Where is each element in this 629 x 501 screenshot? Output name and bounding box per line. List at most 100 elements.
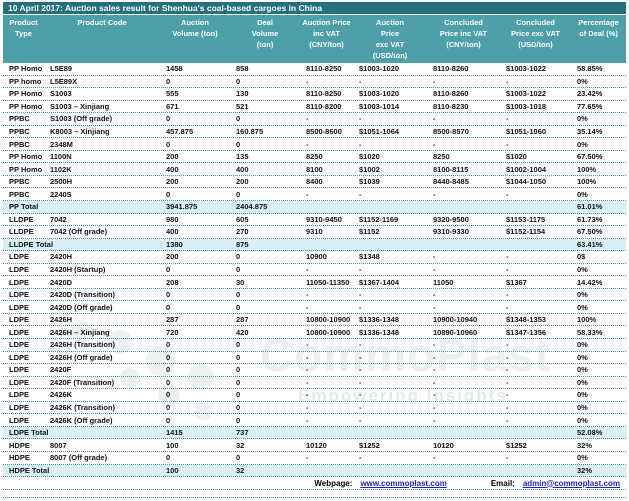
table-body: PP Homo L5E89 1458 858 8110-8250 $1003-1020 81…	[3, 63, 626, 478]
table-cell: LDPE	[9, 415, 30, 425]
table-row: PP Homo 1102K 400 400 8100 $1002 8100-8115 $100…	[3, 163, 626, 176]
table-row: PP homo L5E89X 0 0 - - - - 0%	[3, 76, 626, 89]
table-cell: -	[306, 390, 309, 400]
table-cell: 1458	[166, 64, 183, 74]
table-cell: 9320-9500	[433, 214, 469, 224]
table-cell: 8500-8600	[306, 127, 342, 136]
table-cell: -	[506, 252, 509, 262]
table-cell: -	[359, 340, 362, 350]
table-cell: 0%	[577, 189, 588, 199]
table-cell: 555	[166, 89, 179, 99]
table-cell: 2420D (Off grade)	[50, 302, 113, 312]
table-cell: 0	[236, 189, 241, 199]
table-cell: 0	[166, 189, 171, 199]
table-row: LDPE 2426H (Transition) 0 0 - - - - 0%	[3, 339, 626, 352]
table-cell: -	[359, 365, 362, 375]
table-cell: 2426H (Off grade)	[50, 352, 113, 362]
table-cell: 32	[236, 465, 245, 475]
table-cell: $1003-1020	[359, 89, 400, 99]
webpage-link[interactable]: www.commoplast.com	[360, 478, 447, 488]
table-row: LDPE 2420F 0 0 - - - - 0%	[3, 364, 626, 377]
table-cell: -	[433, 415, 436, 425]
column-header: Deal Volume (ton)	[251, 18, 279, 49]
table-cell: 100%	[577, 164, 597, 174]
table-cell: 0	[166, 415, 171, 425]
table-cell: -	[433, 139, 436, 149]
table-cell: L5E89	[50, 64, 73, 74]
table-cell: 400	[236, 164, 249, 174]
table-cell: 200	[166, 152, 179, 162]
total-row: LDPE Total 1415 737 52.08%	[3, 426, 626, 440]
table-cell: 0	[236, 377, 241, 387]
table-cell: $1153-1175	[506, 214, 546, 224]
table-cell: 8007	[50, 440, 67, 450]
table-cell: 858	[236, 64, 249, 74]
table-cell: 0	[236, 453, 241, 463]
table-cell: 0	[166, 377, 171, 387]
table-cell: 100	[166, 440, 179, 450]
table-cell: -	[433, 453, 436, 463]
table-cell: -	[359, 302, 362, 312]
table-cell: 400	[166, 164, 179, 174]
table-cell: 8250	[306, 152, 323, 162]
table-cell: LDPE	[9, 252, 30, 262]
table-cell: 32%	[577, 440, 593, 450]
table-cell: 10120	[306, 440, 327, 450]
table-cell: -	[506, 265, 509, 275]
table-cell: 2420F (Transition)	[50, 377, 115, 387]
table-cell: 1102K	[50, 164, 72, 174]
table-cell: 2500H	[50, 177, 73, 187]
table-cell: 980	[166, 214, 179, 224]
table-cell: -	[506, 390, 509, 400]
table-cell: PP Homo	[9, 89, 43, 99]
table-cell: 8100-8115	[433, 164, 469, 174]
table-cell: 1100N	[50, 152, 72, 162]
email-link[interactable]: admin@commoplast.com	[522, 478, 620, 488]
table-cell: $1347-1356	[506, 327, 547, 337]
table-cell: -	[306, 302, 309, 312]
table-cell: $1348-1353	[506, 315, 547, 325]
table-cell: K8003 – Xinjiang	[50, 127, 110, 136]
table-cell: LDPE	[9, 390, 30, 400]
table-cell: -	[359, 114, 362, 124]
table-cell: 58.85%	[577, 64, 603, 74]
table-row: PPBC 2348M 0 0 - - - - 0%	[3, 138, 626, 151]
table-cell: 8110-8230	[433, 101, 469, 111]
table-cell: 67.50%	[577, 152, 603, 162]
table-cell: 0%	[577, 365, 588, 375]
table-cell: -	[433, 403, 436, 413]
table-cell: -	[359, 352, 362, 362]
table-cell: 0%	[577, 377, 588, 387]
table-cell: 8110-8250	[306, 64, 342, 74]
table-cell: 130	[236, 89, 249, 99]
table-cell: $1003-1022	[506, 89, 547, 99]
table-cell: 10900	[306, 252, 327, 262]
table-row: LDPE 2420H (Startup) 0 0 - - - - 0%	[3, 264, 626, 277]
table-cell: LDPE	[9, 302, 30, 312]
table-cell: LDPE	[9, 277, 30, 287]
table-cell: 200	[166, 252, 179, 262]
table-row: LLDPE 7042 (Off grade) 400 270 9310 $1152 9310…	[3, 226, 626, 239]
table-cell: 9310-9450	[306, 214, 342, 224]
column-header: Percentage of Deal (%)	[578, 18, 619, 38]
total-row: HDPE Total 100 32 32%	[3, 464, 626, 478]
table-cell: -	[306, 265, 309, 275]
table-cell: 10120	[433, 440, 454, 450]
table-cell: 2420F	[50, 365, 72, 375]
table-cell: PPBC	[9, 127, 30, 136]
table-cell: -	[306, 352, 309, 362]
table-cell: $1003-1018	[506, 101, 547, 111]
table-cell: $1367	[506, 277, 527, 287]
table-cell: 0	[166, 453, 171, 463]
table-cell: -	[306, 377, 309, 387]
table-row: LDPE 2420D 208 30 11050-11350 $1367-1404 11050…	[3, 276, 626, 289]
table-row: PP Homo S1003 555 130 8110-8250 $1003-1020 811…	[3, 88, 626, 101]
table-cell: 10900-10940	[433, 315, 478, 325]
table-cell: 0	[166, 390, 171, 400]
table-cell: 2426K (Off grade)	[50, 415, 113, 425]
table-cell: LDPE	[9, 403, 30, 413]
table-cell: 0	[166, 403, 171, 413]
table-cell: -	[506, 365, 509, 375]
table-cell: -	[306, 403, 309, 413]
table-cell: LDPE	[9, 365, 30, 375]
